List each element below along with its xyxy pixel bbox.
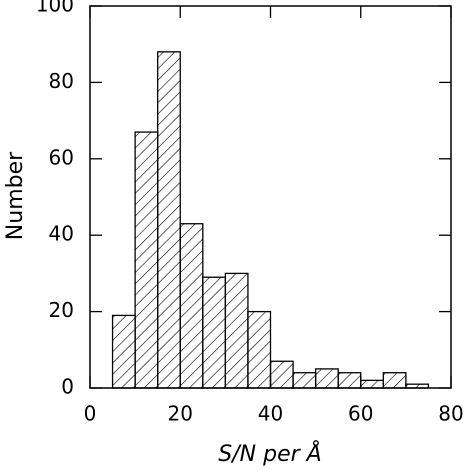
bar bbox=[337, 372, 362, 389]
bar bbox=[292, 372, 317, 389]
bar bbox=[111, 314, 136, 389]
bar bbox=[179, 223, 204, 389]
y-axis-label: Number bbox=[3, 151, 28, 240]
bar bbox=[134, 131, 159, 389]
x-tick-label: 80 bbox=[438, 402, 463, 426]
y-tick-label: 60 bbox=[49, 145, 74, 169]
bar bbox=[269, 360, 294, 389]
bar bbox=[247, 310, 272, 389]
bar bbox=[157, 51, 181, 389]
y-tick-label: 20 bbox=[49, 298, 74, 322]
y-tick-label: 0 bbox=[61, 375, 74, 399]
bar bbox=[202, 276, 227, 389]
y-tick-label: 100 bbox=[36, 0, 74, 17]
x-axis-label: S/N per Å bbox=[218, 440, 321, 467]
bar bbox=[224, 272, 249, 389]
x-tick-label: 60 bbox=[348, 402, 373, 426]
x-tick-label: 20 bbox=[168, 402, 193, 426]
x-tick-label: 40 bbox=[258, 402, 283, 426]
x-tick-label: 0 bbox=[84, 402, 97, 426]
y-tick-label: 80 bbox=[49, 69, 74, 93]
bar bbox=[382, 372, 407, 389]
bar bbox=[360, 379, 384, 389]
bar bbox=[314, 368, 339, 389]
y-tick-label: 40 bbox=[49, 222, 74, 246]
